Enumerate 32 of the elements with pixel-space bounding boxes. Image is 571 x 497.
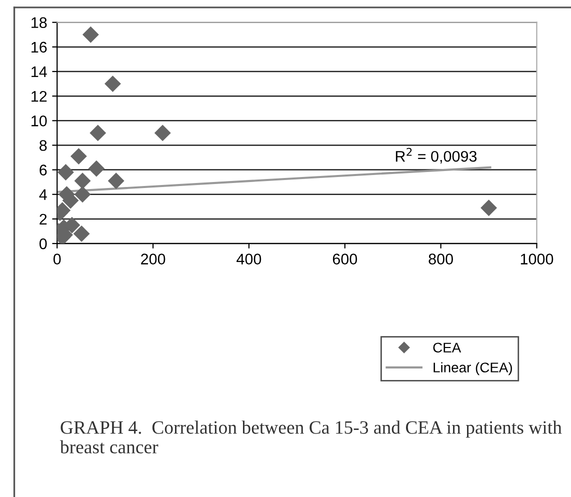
y-tick-label: 16 [32,42,47,53]
annotation: R$^{2}$ = 0,0093 [396,148,477,164]
point [480,200,497,216]
y-tick-label: 2 [40,214,47,224]
point [90,124,106,142]
y-tick-label: 10 [32,116,47,126]
y-tick-label: 18 [32,17,47,28]
y-tick-label: 14 [32,66,47,78]
point [104,76,121,92]
y-tick-label: 4 [39,189,47,200]
x-tick-label: 600 [332,254,358,264]
point [58,164,74,180]
point [108,172,124,190]
point [82,26,99,43]
x-tick-label: 400 [236,254,262,264]
y-tick-label: 8 [40,140,47,151]
y-tick-label: 0 [39,238,47,250]
x-tick-label: 800 [428,254,453,264]
x-tick-label: 1000 [520,254,554,264]
legend-label: Linear (CEA) [434,362,512,376]
point [74,172,91,190]
y-tick-label: 12 [32,90,47,102]
point [73,225,90,242]
point [70,148,87,165]
x-tick-label: 0 [53,254,61,264]
point [88,160,105,177]
point [74,186,91,203]
x-tick-label: 200 [141,254,166,264]
y-tick-label: 6 [40,164,47,176]
legend-label: CEA [433,342,462,353]
point [154,124,171,142]
caption: GRAPH 4. Correlation between Ca 15-3 and CEA in patients with breast cancer [60,420,562,454]
